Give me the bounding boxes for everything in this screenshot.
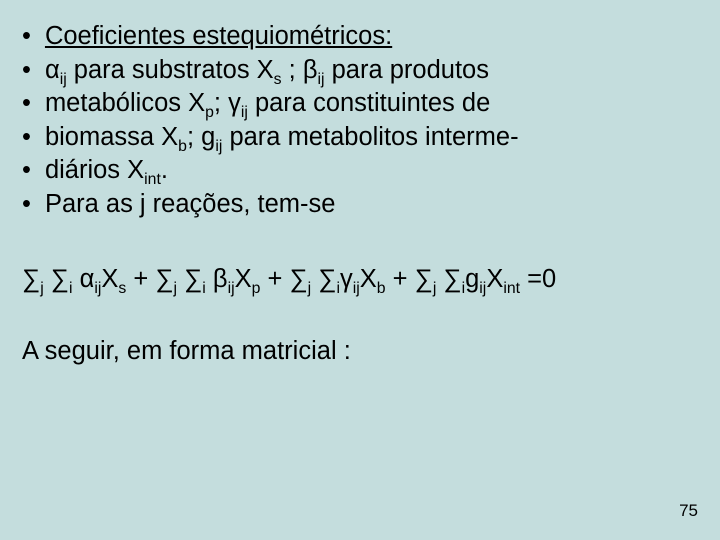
text: X: [486, 265, 503, 293]
text: metabólicos X: [45, 89, 205, 117]
subscript: ij: [228, 280, 235, 297]
text: biomassa X: [45, 123, 178, 151]
text: α: [45, 56, 60, 84]
text: X: [235, 265, 252, 293]
text: ; γ: [214, 89, 241, 117]
subscript: b: [178, 138, 187, 155]
text-column: Coeficientes estequiométricos: αij para …: [45, 20, 708, 221]
bullet-column: • • • • • •: [22, 20, 31, 221]
bullet-icon: •: [22, 121, 31, 155]
text: para substratos X: [67, 56, 274, 84]
line-4: biomassa Xb; gij para metabolitos interm…: [45, 121, 708, 155]
text: ∑: [311, 265, 336, 293]
bullet-icon: •: [22, 54, 31, 88]
text: γ: [340, 265, 353, 293]
subscript: s: [274, 71, 282, 88]
text: + ∑: [126, 265, 173, 293]
subscript: ij: [353, 280, 360, 297]
text: para constituintes de: [248, 89, 490, 117]
text: ∑: [436, 265, 461, 293]
text: α: [72, 265, 94, 293]
text: + ∑: [260, 265, 307, 293]
followup-text: A seguir, em forma matricial :: [22, 335, 708, 369]
text: ; β: [282, 56, 318, 84]
bullet-icon: •: [22, 20, 31, 54]
bullet-icon: •: [22, 154, 31, 188]
subscript: int: [503, 280, 520, 297]
subscript: ij: [60, 71, 67, 88]
text: g: [465, 265, 479, 293]
text: β: [206, 265, 228, 293]
subscript: ij: [318, 71, 325, 88]
subscript: ij: [241, 104, 248, 121]
text: diários X: [45, 156, 144, 184]
text: ∑: [44, 265, 69, 293]
text: Para as j reações, tem-se: [45, 190, 336, 218]
slide-container: • • • • • • Coeficientes estequiométrico…: [0, 0, 720, 540]
bullet-icon: •: [22, 188, 31, 222]
page-number: 75: [679, 500, 698, 522]
text: .: [161, 156, 168, 184]
bullet-list: • • • • • • Coeficientes estequiométrico…: [22, 20, 708, 221]
text: ; g: [187, 123, 215, 151]
text: X: [101, 265, 118, 293]
text: + ∑: [386, 265, 433, 293]
line-1: Coeficientes estequiométricos:: [45, 20, 708, 54]
subscript: p: [205, 104, 214, 121]
text: =0: [520, 265, 556, 293]
text: ∑: [22, 265, 40, 293]
text: para produtos: [325, 56, 489, 84]
text: ∑: [177, 265, 202, 293]
text: para metabolitos interme-: [222, 123, 518, 151]
bullet-icon: •: [22, 87, 31, 121]
line-5: diários Xint.: [45, 154, 708, 188]
line-3: metabólicos Xp; γij para constituintes d…: [45, 87, 708, 121]
subscript: b: [377, 280, 386, 297]
subscript: int: [144, 171, 161, 188]
equation-line: ∑j ∑i αijXs + ∑j ∑i βijXp + ∑j ∑iγijXb +…: [22, 263, 708, 297]
title-text: Coeficientes estequiométricos:: [45, 22, 392, 50]
line-6: Para as j reações, tem-se: [45, 188, 708, 222]
text: X: [360, 265, 377, 293]
line-2: αij para substratos Xs ; βij para produt…: [45, 54, 708, 88]
